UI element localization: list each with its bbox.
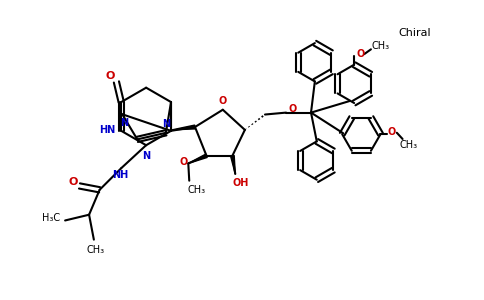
Text: O: O [106,71,115,81]
Text: O: O [387,127,396,137]
Text: O: O [180,158,188,167]
Text: CH₃: CH₃ [187,185,206,195]
Polygon shape [230,155,235,174]
Text: O: O [68,177,77,187]
Text: N: N [162,119,170,129]
Text: CH₃: CH₃ [399,140,417,150]
Text: O: O [218,96,227,106]
Text: CH₃: CH₃ [86,245,105,255]
Text: OH: OH [233,178,249,188]
Polygon shape [172,125,195,130]
Text: N: N [121,118,129,128]
Polygon shape [188,154,207,164]
Text: NH: NH [112,170,128,180]
Text: HN: HN [99,125,115,135]
Text: H₃C: H₃C [42,213,60,223]
Text: N: N [142,151,150,161]
Text: O: O [288,104,296,114]
Text: O: O [356,49,364,59]
Text: Chiral: Chiral [398,28,431,38]
Text: CH₃: CH₃ [371,41,390,52]
